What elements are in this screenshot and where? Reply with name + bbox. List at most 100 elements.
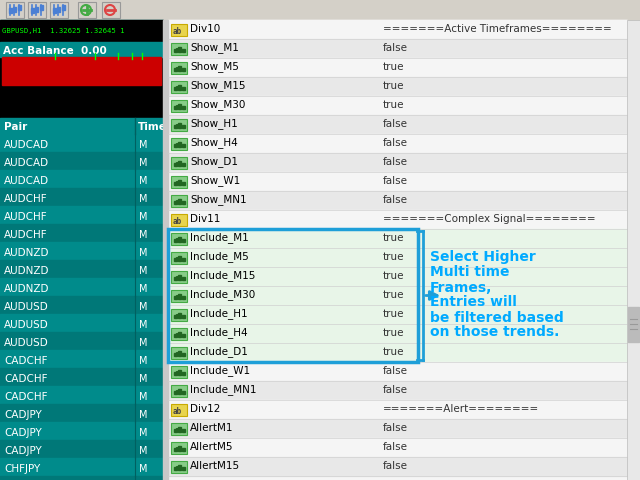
Bar [40,5,42,10]
Text: CADCHF: CADCHF [4,356,47,366]
Text: false: false [383,366,408,376]
Bar [171,422,187,434]
Bar [0,422,163,440]
Bar [0,476,163,480]
Bar [61,5,65,10]
Bar [182,372,184,374]
Bar [174,86,177,89]
Text: false: false [383,176,408,186]
Text: AUDNZD: AUDNZD [4,266,49,276]
Text: GBPUSD,H1  1.32625 1.32645 1: GBPUSD,H1 1.32625 1.32645 1 [2,28,125,34]
Text: M: M [139,176,147,186]
Text: CHFJPY: CHFJPY [4,464,40,474]
Bar [0,458,163,476]
Bar [182,49,184,51]
Text: CADCHF: CADCHF [4,374,47,384]
Bar [171,289,187,301]
Text: Include_M30: Include_M30 [190,289,255,300]
Bar [168,134,627,153]
Bar [6,2,24,18]
Text: AUDCAD: AUDCAD [4,176,49,186]
Text: false: false [383,138,408,148]
Bar [0,0,640,20]
Bar [0,188,163,206]
Bar [50,2,68,18]
Text: ab: ab [173,26,182,36]
Bar [0,242,163,260]
Bar [168,457,627,476]
Bar [178,256,180,261]
Text: ab: ab [173,216,182,226]
Bar [171,156,187,168]
Bar [171,194,187,206]
Text: true: true [383,290,404,300]
Bar [178,446,180,451]
Text: AllertM1: AllertM1 [190,423,234,433]
Bar [168,267,627,286]
Bar [168,419,627,438]
Bar [178,427,180,432]
Text: M: M [139,194,147,204]
Bar [182,296,184,299]
Bar [174,239,177,241]
Text: false: false [383,119,408,129]
Text: M: M [139,446,147,456]
Text: Div11: Div11 [190,214,220,224]
Bar [0,134,163,152]
Bar [0,118,163,134]
Bar [178,275,180,279]
Bar [0,350,163,368]
Bar [178,389,180,394]
Bar [171,61,187,73]
Bar [168,324,627,343]
Text: M: M [139,428,147,438]
Bar [171,384,187,396]
Bar [182,448,184,451]
Text: Include_D1: Include_D1 [190,346,248,357]
Bar [171,327,187,339]
Bar [182,467,184,469]
Text: AUDCAD: AUDCAD [4,140,49,150]
Bar [178,465,180,469]
Bar [168,191,627,210]
Bar [0,332,163,350]
Text: Multi time: Multi time [430,265,509,279]
Text: M: M [139,302,147,312]
Text: false: false [383,461,408,471]
Bar [182,391,184,394]
Bar [182,87,184,89]
Bar [178,237,180,241]
Bar [174,48,177,51]
Bar [178,294,180,299]
Bar [174,334,177,336]
Text: Include_M15: Include_M15 [190,270,255,281]
Bar [168,343,627,362]
Bar [102,2,120,18]
Text: M: M [139,266,147,276]
Bar [171,252,187,264]
Bar [0,278,163,296]
Text: =======Active Timeframes========: =======Active Timeframes======== [383,24,612,34]
Bar [0,20,163,37]
Bar [174,124,177,128]
Bar [174,314,177,317]
Bar [171,309,187,321]
Bar [182,125,184,128]
Bar [0,20,163,480]
Text: AUDUSD: AUDUSD [4,338,49,348]
Bar [168,153,627,172]
Bar [182,163,184,166]
Text: false: false [383,195,408,205]
Text: AUDUSD: AUDUSD [4,320,49,330]
Bar [13,7,15,12]
Text: M: M [139,356,147,366]
Text: M: M [139,284,147,294]
Text: Include_MN1: Include_MN1 [190,384,257,395]
Text: AUDNZD: AUDNZD [4,284,49,294]
Bar [182,239,184,241]
Bar [168,248,627,267]
Bar [178,123,180,128]
Bar [168,58,627,77]
Text: AUDUSD: AUDUSD [4,302,49,312]
Bar [174,201,177,204]
